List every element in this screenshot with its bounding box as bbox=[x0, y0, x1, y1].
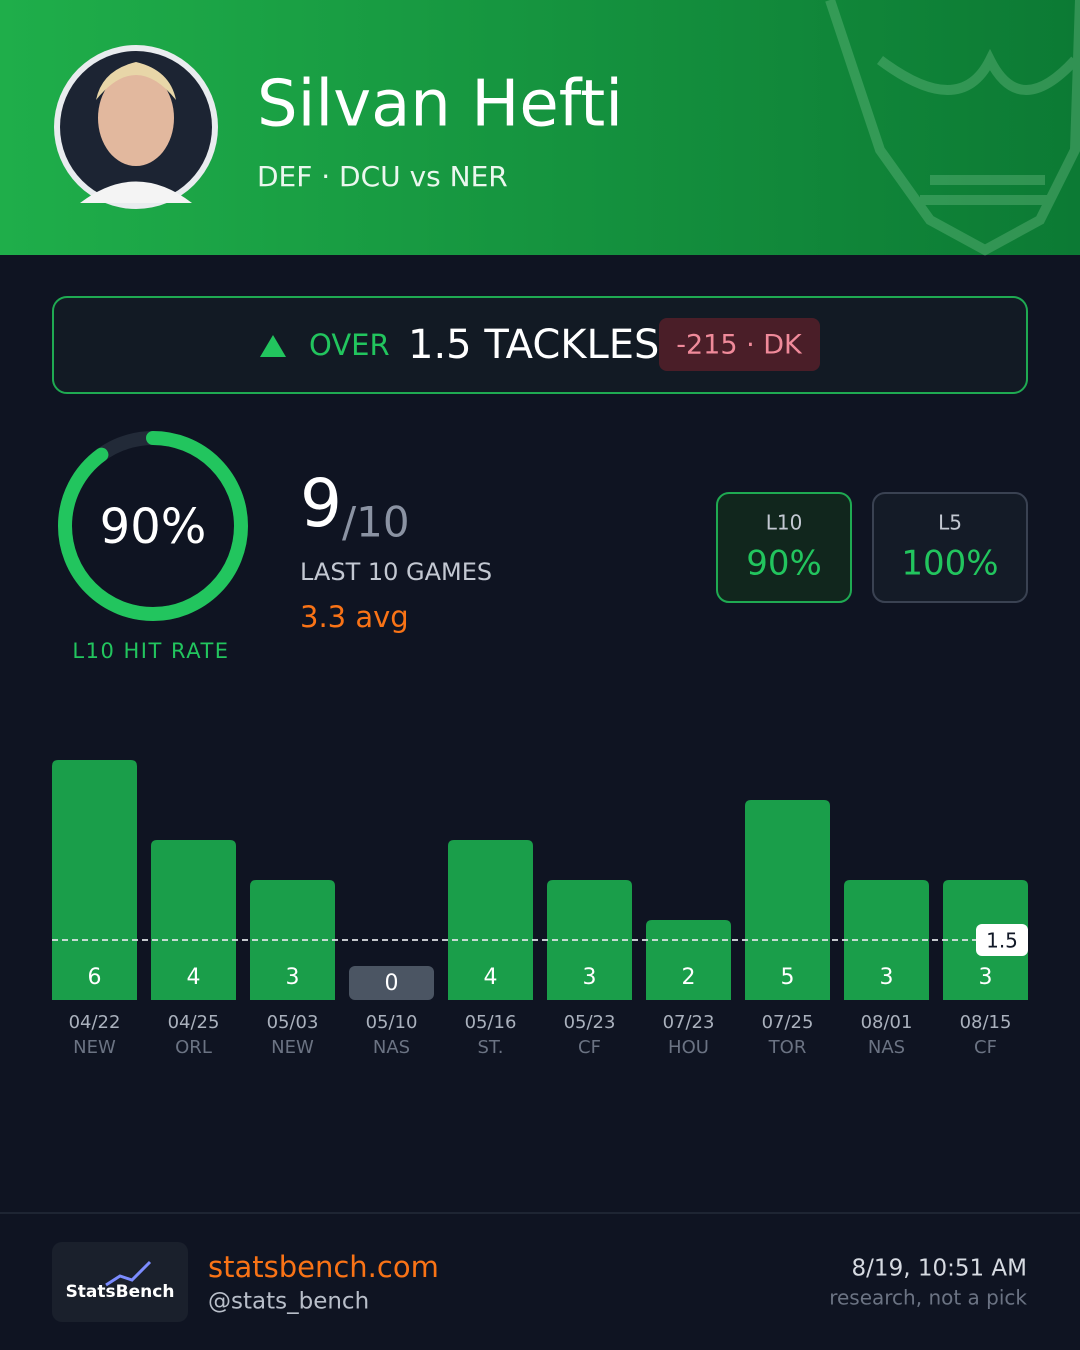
bar-value: 0 bbox=[385, 971, 399, 996]
hit-rate: 90% bbox=[100, 499, 207, 555]
opponent-label: ST. bbox=[477, 1037, 503, 1058]
x-tick-label: 08/01 bbox=[861, 1012, 913, 1033]
timestamp: 8/19, 10:51 AM bbox=[852, 1256, 1027, 1282]
odds: -215 · DK bbox=[676, 330, 803, 361]
bar-value: 6 bbox=[88, 965, 102, 990]
x-tick-label: 04/25 bbox=[168, 1012, 220, 1033]
bar bbox=[448, 840, 533, 1000]
bar-value: 3 bbox=[583, 965, 597, 990]
bar-value: 3 bbox=[880, 965, 894, 990]
x-tick-label: 08/15 bbox=[960, 1012, 1012, 1033]
bar bbox=[52, 760, 137, 1000]
bar-value: 2 bbox=[682, 965, 696, 990]
over-arrow bbox=[260, 335, 286, 357]
disclaimer: research, not a pick bbox=[829, 1286, 1027, 1310]
opponent-label: NAS bbox=[373, 1037, 410, 1058]
hit-rate-caption: L10 HIT RATE bbox=[72, 639, 229, 663]
x-tick-label: 05/16 bbox=[465, 1012, 517, 1033]
avatar-face bbox=[98, 70, 174, 166]
opponent-label: CF bbox=[578, 1037, 601, 1058]
player-name: Silvan Hefti bbox=[257, 68, 623, 142]
opponent-label: NEW bbox=[73, 1037, 116, 1058]
opponent-label: HOU bbox=[668, 1037, 709, 1058]
opponent-label: CF bbox=[974, 1037, 997, 1058]
logo-box bbox=[52, 1242, 188, 1322]
average: 3.3 avg bbox=[300, 600, 409, 634]
split-value: 100% bbox=[901, 544, 998, 584]
record-hits: 9 bbox=[300, 465, 342, 542]
odds-badge bbox=[659, 318, 820, 371]
handle: @stats_bench bbox=[208, 1289, 369, 1315]
logo-trend bbox=[105, 1260, 152, 1287]
avatar-shirt bbox=[80, 181, 192, 203]
logo: StatsBench bbox=[66, 1282, 175, 1302]
opponent-label: TOR bbox=[768, 1037, 807, 1058]
opponent-label: NAS bbox=[868, 1037, 905, 1058]
split-box bbox=[872, 492, 1028, 603]
x-tick-label: 05/23 bbox=[564, 1012, 616, 1033]
split-box bbox=[716, 492, 852, 603]
split-name: L5 bbox=[938, 511, 962, 535]
prop-line: 1.5 TACKLES bbox=[408, 322, 659, 368]
bar bbox=[349, 966, 434, 1000]
record-total: /10 bbox=[342, 498, 410, 547]
x-tick-label: 07/23 bbox=[663, 1012, 715, 1033]
prop-direction: OVER bbox=[309, 328, 390, 362]
ring-arc bbox=[58, 431, 248, 621]
threshold-badge bbox=[976, 924, 1028, 956]
bar bbox=[151, 840, 236, 1000]
record-caption: LAST 10 GAMES bbox=[300, 558, 492, 586]
bar-value: 4 bbox=[484, 965, 498, 990]
opponent-label: NEW bbox=[271, 1037, 314, 1058]
x-tick-label: 07/25 bbox=[762, 1012, 814, 1033]
x-tick-label: 04/22 bbox=[69, 1012, 121, 1033]
threshold-label: 1.5 bbox=[986, 929, 1018, 953]
bar-chart: 6 04/22 NEW 4 04/25 ORL 3 05/03 NEW 0 05/10 NAS 4 05/… bbox=[52, 760, 1028, 1058]
split-name: L10 bbox=[766, 511, 803, 535]
bar bbox=[547, 880, 632, 1000]
bar-value: 3 bbox=[979, 965, 993, 990]
x-tick-label: 05/10 bbox=[366, 1012, 418, 1033]
bar-value: 4 bbox=[187, 965, 201, 990]
x-tick-label: 05/03 bbox=[267, 1012, 319, 1033]
bar bbox=[745, 800, 830, 1000]
opponent-label: ORL bbox=[175, 1037, 212, 1058]
player-subtitle: DEF · DCU vs NER bbox=[257, 160, 508, 193]
site: statsbench.com bbox=[208, 1250, 439, 1284]
avatar-hair bbox=[96, 62, 176, 100]
bar-value: 5 bbox=[781, 965, 795, 990]
bar-value: 3 bbox=[286, 965, 300, 990]
team-crest bbox=[825, 0, 1080, 256]
split-value: 90% bbox=[746, 544, 822, 584]
